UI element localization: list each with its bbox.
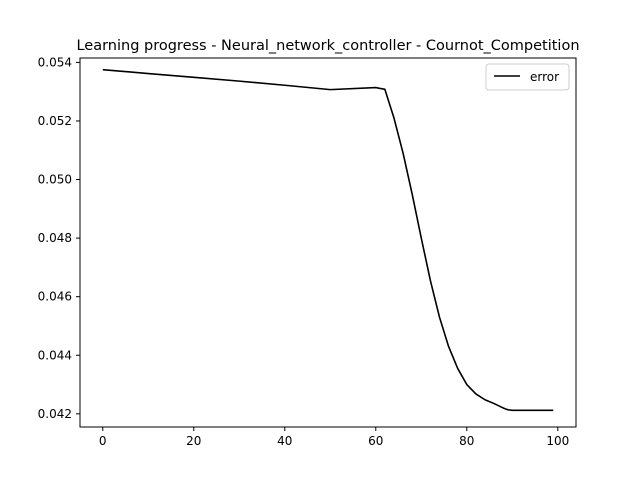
series-line-error — [102, 68, 554, 412]
chart-title: Learning progress - Neural_network_contr… — [76, 38, 579, 54]
y-tick-label: 0.050 — [38, 173, 72, 187]
plot-frame — [79, 57, 577, 428]
x-tick-label: 40 — [277, 434, 292, 448]
x-tick-label: 20 — [186, 434, 201, 448]
legend: error — [485, 63, 570, 91]
y-tick-label: 0.052 — [38, 114, 72, 128]
y-tick-label: 0.046 — [38, 290, 72, 304]
legend-label-error: error — [530, 70, 559, 84]
axes-layer: 0 20 40 60 80 100 0.042 0.044 0.046 0.048 0.050 0.0… — [38, 55, 577, 448]
x-tick-label: 100 — [546, 434, 569, 448]
x-tick-label: 0 — [99, 434, 107, 448]
y-tick-label: 0.048 — [38, 231, 72, 245]
legend-box — [485, 63, 570, 91]
series-layer — [102, 68, 554, 412]
x-tick-label: 80 — [459, 434, 474, 448]
y-tick-label: 0.054 — [38, 55, 72, 69]
x-tick-label: 60 — [368, 434, 383, 448]
y-tick-label: 0.042 — [38, 407, 72, 421]
y-tick-label: 0.044 — [38, 348, 72, 362]
